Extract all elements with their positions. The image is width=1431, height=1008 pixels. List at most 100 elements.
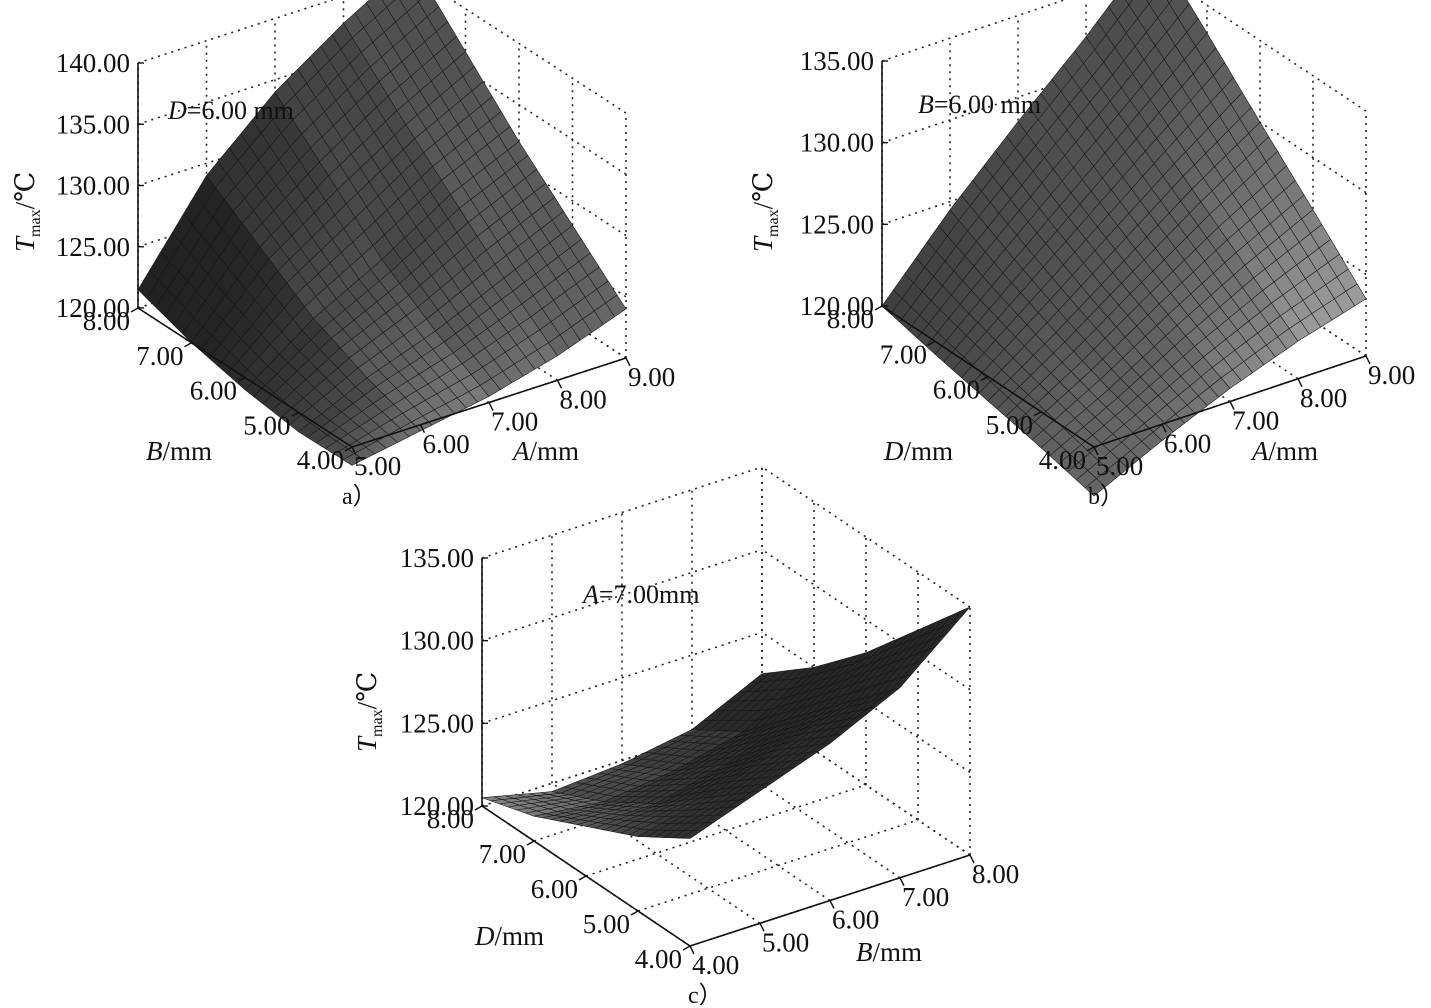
side-tick-mark <box>927 340 936 346</box>
side-tick-label: 8.00 <box>83 306 130 336</box>
plot-c-labels: A=7.00mm Tmax/℃ B/mm D/mm c） <box>352 580 922 1008</box>
side-tick-mark <box>980 375 989 382</box>
side-tick-label: 4.00 <box>1039 445 1086 475</box>
front-tick-mark <box>1093 446 1099 456</box>
plot-a-condition-label: D=6.00 mm <box>167 96 294 125</box>
side-tick-label: 6.00 <box>531 874 578 904</box>
z-tick-label: 130.00 <box>400 626 474 656</box>
right-wall-gridline <box>761 466 971 608</box>
front-tick-mark <box>351 446 357 456</box>
front-tick-label: 7.00 <box>902 882 949 912</box>
z-tick-label: 140.00 <box>56 48 130 78</box>
plot-c-side-axis-label: D/mm <box>474 921 544 951</box>
surface-plot-b: 120.00125.00130.00135.005.006.007.008.00… <box>748 0 1415 510</box>
surface-facet <box>949 606 971 625</box>
front-tick-label: 6.00 <box>423 429 470 459</box>
plot-b-side-axis-label: D/mm <box>883 436 953 466</box>
side-tick-label: 5.00 <box>986 410 1033 440</box>
plot-a-side-axis-label: B/mm <box>146 436 212 466</box>
side-tick-mark <box>578 875 587 881</box>
side-tick-label: 4.00 <box>297 445 344 475</box>
plot-b-front-axis-label: A/mm <box>1250 436 1318 466</box>
surface-facet <box>1125 0 1133 6</box>
side-tick-mark <box>682 945 691 951</box>
side-tick-mark <box>630 910 639 916</box>
front-tick-mark <box>689 945 695 955</box>
front-tick-label: 9.00 <box>628 362 675 392</box>
side-tick-mark <box>474 805 483 811</box>
plot-b-surface <box>881 0 1367 497</box>
front-tick-label: 5.00 <box>1096 451 1143 481</box>
side-tick-label: 6.00 <box>933 375 980 405</box>
plot-a-z-axis-label: Tmax/℃ <box>10 172 44 252</box>
plot-b-labels: B=6.00 mm Tmax/℃ A/mm D/mm b） <box>748 90 1318 510</box>
z-tick-label: 120.00 <box>56 293 130 323</box>
z-tick-label: 135.00 <box>800 46 874 76</box>
side-tick-label: 7.00 <box>136 341 183 371</box>
side-tick-label: 8.00 <box>427 804 474 834</box>
side-tick-label: 4.00 <box>635 944 682 974</box>
side-tick-label: 5.00 <box>243 410 290 440</box>
front-tick-mark <box>1365 355 1371 365</box>
front-tick-mark <box>829 900 835 909</box>
front-tick-mark <box>759 922 765 932</box>
plot-c-condition-label: A=7.00mm <box>581 580 700 609</box>
z-tick-label: 125.00 <box>56 232 130 262</box>
plot-c-front-axis-label: B/mm <box>856 937 922 967</box>
side-tick-mark <box>344 446 353 452</box>
plot-b-z-axis-label: Tmax/℃ <box>748 172 782 252</box>
front-tick-mark <box>419 424 426 434</box>
plot-c-axes: 120.00125.00130.00135.004.005.006.007.00… <box>400 543 1020 980</box>
plot-a-axes: 120.00125.00130.00135.00140.005.006.007.… <box>56 48 676 481</box>
front-tick-label: 7.00 <box>1232 406 1279 436</box>
plot-b-caption: b） <box>1088 484 1124 510</box>
plot-b-axes: 120.00125.00130.00135.005.006.007.008.00… <box>800 46 1416 481</box>
front-tick-label: 5.00 <box>354 451 401 481</box>
floor-gridline <box>637 819 919 912</box>
z-tick-label: 125.00 <box>800 209 874 239</box>
right-wall-gridline <box>1197 0 1367 112</box>
surface-facet <box>1146 0 1153 5</box>
z-tick-label: 130.00 <box>56 171 130 201</box>
side-tick-label: 6.00 <box>190 376 237 406</box>
side-tick-mark <box>184 342 192 348</box>
plot-a-labels: D=6.00 mm Tmax/℃ A/mm B/mm a） <box>10 96 579 510</box>
side-tick-label: 7.00 <box>479 839 526 869</box>
back-wall-gridline <box>481 548 763 642</box>
plot-c-surface <box>481 606 971 839</box>
z-tick-label: 135.00 <box>56 109 130 139</box>
surface-plot-a: 120.00125.00130.00135.00140.005.006.007.… <box>10 0 675 510</box>
front-tick-label: 8.00 <box>1300 383 1347 413</box>
front-tick-label: 6.00 <box>1164 428 1211 458</box>
z-tick-label: 135.00 <box>400 543 474 573</box>
plot-a-caption: a） <box>342 484 377 510</box>
side-tick-mark <box>1086 446 1095 452</box>
plot-a-front-axis-label: A/mm <box>511 436 579 466</box>
front-tick-mark <box>969 854 975 864</box>
z-tick-label: 120.00 <box>800 291 874 321</box>
front-tick-mark <box>1229 401 1235 410</box>
side-tick-mark <box>526 840 535 846</box>
side-tick-label: 8.00 <box>827 304 874 334</box>
z-tick-label: 130.00 <box>800 128 874 158</box>
plot-a-condition-value: =6.00 mm <box>187 96 294 125</box>
plot-c-caption: c） <box>688 983 723 1008</box>
right-wall-gridline <box>450 0 627 114</box>
surface-facet <box>1345 283 1367 307</box>
surface-facet <box>1166 0 1173 4</box>
front-tick-label: 9.00 <box>1368 360 1415 390</box>
side-tick-mark <box>237 376 246 383</box>
plot-b-condition-label: B=6.00 mm <box>918 90 1041 119</box>
front-tick-label: 7.00 <box>491 407 538 437</box>
plot-a-condition-var: D <box>167 96 187 125</box>
front-tick-label: 6.00 <box>832 905 879 935</box>
front-tick-label: 8.00 <box>560 384 607 414</box>
z-tick-label: 120.00 <box>400 791 474 821</box>
back-wall-gridline <box>481 466 763 559</box>
front-tick-mark <box>1297 378 1303 388</box>
side-tick-mark <box>291 411 299 417</box>
front-tick-mark <box>488 402 494 411</box>
side-tick-mark <box>130 307 139 313</box>
front-tick-label: 4.00 <box>692 950 739 980</box>
floor-gridline <box>585 784 867 877</box>
